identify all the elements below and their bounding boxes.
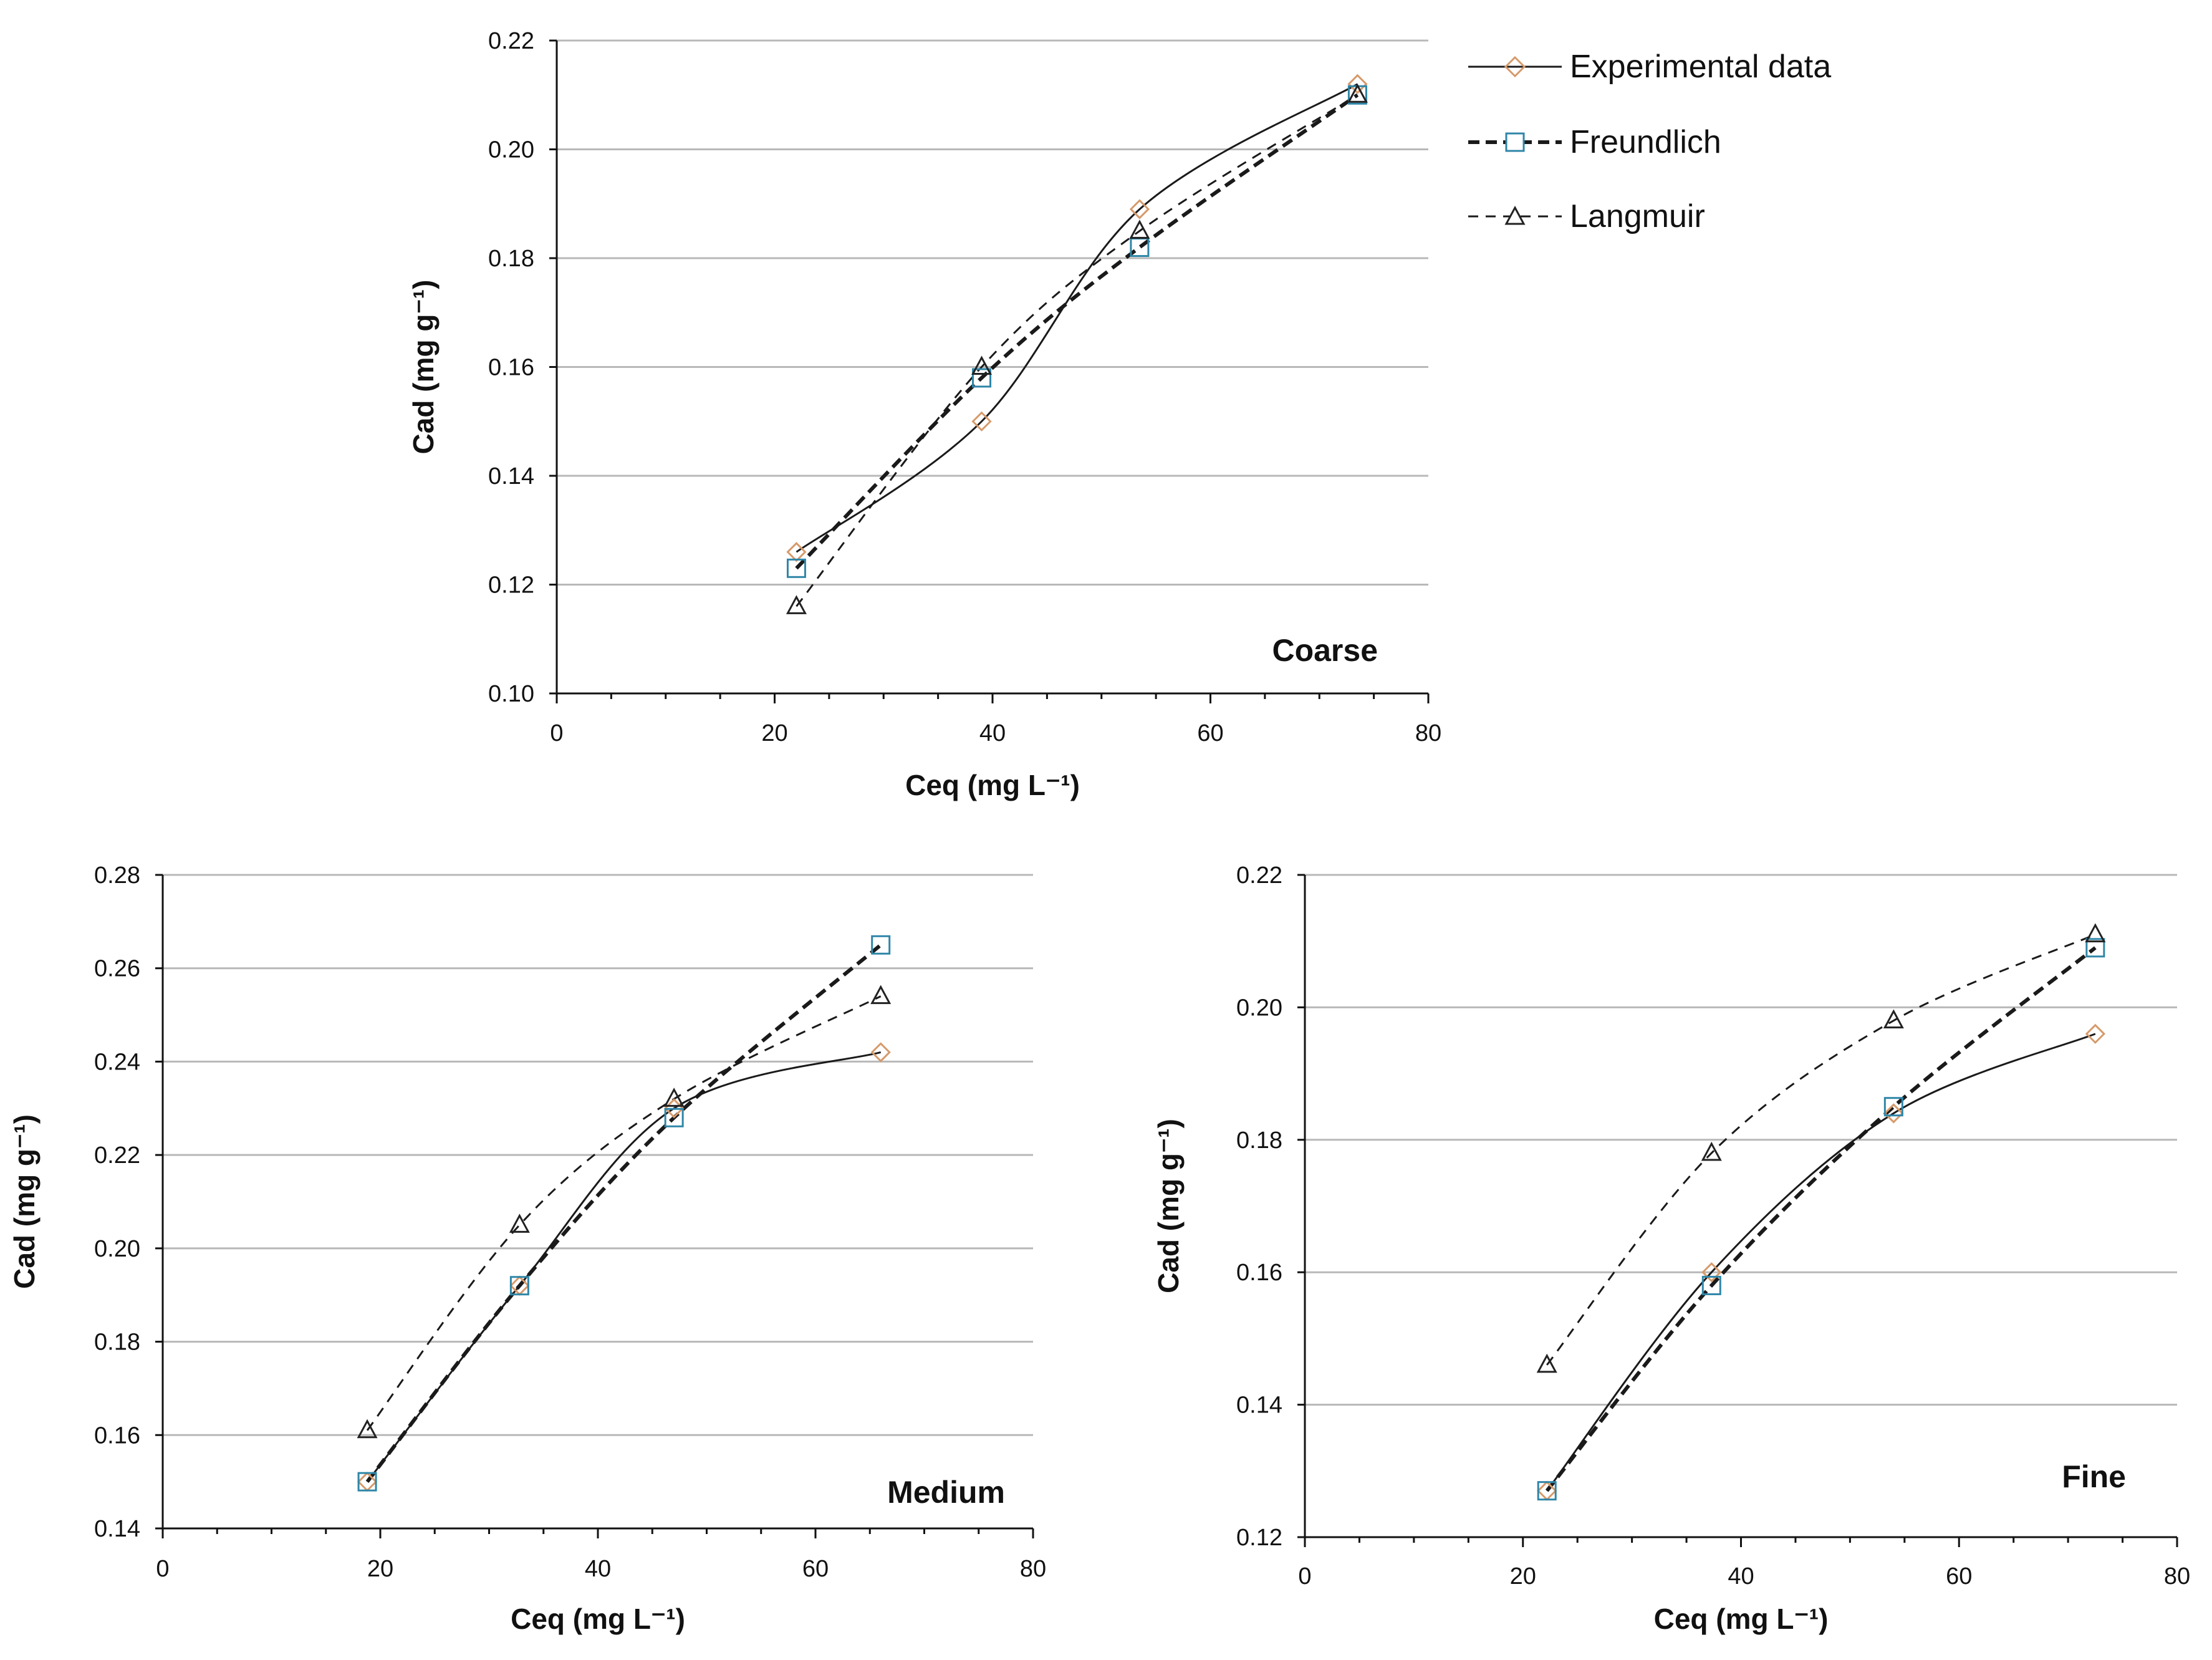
coarse-x-tick-label: 60: [1197, 720, 1223, 746]
fine-langmuir-point: [1883, 1009, 1904, 1029]
medium-x-tick-label: 60: [802, 1556, 829, 1582]
legend-experimental-diamond-marker: [1504, 55, 1526, 78]
medium-langmuir-point: [357, 1419, 378, 1439]
medium-x-tick-label: 80: [1020, 1556, 1046, 1582]
fine-x-axis-label: Ceq (mg L⁻¹): [1654, 1603, 1829, 1635]
fine-langmuir-point: [1701, 1141, 1722, 1161]
medium-freundlich-point: [871, 935, 891, 955]
fine-x-tick-label: 0: [1298, 1563, 1311, 1590]
coarse-y-axis-label: Cad (mg g⁻¹): [407, 280, 440, 455]
coarse-experimental-point: [786, 542, 807, 562]
medium-langmuir-point: [663, 1088, 685, 1107]
medium-y-tick-label: 0.20: [94, 1236, 140, 1262]
medium-y-tick-label: 0.26: [94, 956, 140, 982]
coarse-langmuir-point: [786, 595, 807, 614]
fine-experimental-point: [1883, 1103, 1904, 1124]
medium-freundlich-line: [365, 943, 882, 1483]
fine-freundlich-point: [1537, 1481, 1557, 1501]
legend-freundlich-square-marker: [1505, 132, 1525, 152]
coarse-langmuir-point: [1347, 84, 1368, 103]
fine-y-tick-label: 0.12: [1236, 1525, 1282, 1551]
legend-item-freundlich: Freundlich: [1468, 124, 1721, 160]
medium-x-tick-label: 40: [585, 1556, 611, 1582]
coarse-x-axis-label: Ceq (mg L⁻¹): [905, 769, 1080, 801]
fine-langmuir-point: [2085, 923, 2106, 943]
fine-y-tick-label: 0.22: [1236, 862, 1282, 889]
fine-y-tick-label: 0.18: [1236, 1127, 1282, 1154]
coarse-langmuir-line: [796, 94, 1358, 607]
coarse-experimental-point: [971, 411, 992, 432]
coarse-y-tick-label: 0.18: [488, 246, 534, 272]
legend-label-experimental: Experimental data: [1570, 49, 1831, 85]
medium-y-tick-label: 0.24: [94, 1049, 140, 1075]
medium-panel-label: Medium: [887, 1475, 1005, 1510]
fine-experimental-point: [2085, 1023, 2105, 1045]
legend-item-langmuir: Langmuir: [1468, 198, 1705, 234]
fine-y-tick-label: 0.14: [1236, 1392, 1282, 1419]
coarse-y-tick-label: 0.12: [488, 572, 534, 599]
coarse-experimental-point: [1347, 74, 1368, 94]
medium-y-tick-label: 0.18: [94, 1329, 140, 1356]
fine-panel-label: Fine: [2062, 1459, 2126, 1494]
medium-y-tick-label: 0.22: [94, 1142, 140, 1169]
medium-y-tick-label: 0.16: [94, 1422, 140, 1449]
coarse-x-tick-label: 80: [1415, 720, 1441, 746]
chart-coarse: 0.10 0.12 0.14 0.16 0.18 0.20 0.22 0 20 40 60 80 Ceq…: [407, 28, 1441, 801]
coarse-exp-line: [796, 83, 1358, 553]
coarse-y-tick-label: 0.20: [488, 137, 534, 163]
legend-label-langmuir: Langmuir: [1570, 198, 1705, 234]
coarse-langmuir-point: [1129, 220, 1150, 239]
medium-freundlich-point: [509, 1276, 529, 1296]
coarse-y-tick-label: 0.16: [488, 355, 534, 381]
coarse-y-tick-label: 0.22: [488, 28, 534, 54]
coarse-x-tick-label: 40: [979, 720, 1006, 746]
chart-medium: 0.14 0.16 0.18 0.20 0.22 0.24 0.26 0.28 0 20 40 60 8…: [8, 862, 1046, 1635]
fine-experimental-point: [1701, 1262, 1722, 1283]
legend-label-freundlich: Freundlich: [1570, 124, 1721, 160]
coarse-y-tick-label: 0.14: [488, 463, 534, 490]
medium-freundlich-point: [664, 1107, 684, 1127]
medium-x-tick-label: 20: [367, 1556, 393, 1582]
medium-experimental-point: [870, 1042, 891, 1063]
legend-langmuir-triangle-marker: [1504, 205, 1526, 225]
medium-x-axis-label: Ceq (mg L⁻¹): [511, 1603, 685, 1635]
coarse-panel-label: Coarse: [1272, 633, 1378, 668]
medium-x-tick-label: 0: [156, 1556, 169, 1582]
coarse-experimental-point: [1129, 199, 1150, 220]
medium-y-axis-label: Cad (mg g⁻¹): [8, 1114, 41, 1289]
medium-langmuir-line: [366, 995, 882, 1431]
fine-y-axis-label: Cad (mg g⁻¹): [1152, 1119, 1185, 1293]
coarse-y-tick-label: 0.10: [488, 681, 534, 707]
medium-y-tick-label: 0.14: [94, 1516, 140, 1542]
medium-freundlich-point: [357, 1472, 377, 1492]
fine-exp-line: [1546, 1033, 2096, 1492]
coarse-freundlich-line: [795, 93, 1359, 570]
legend: Experimental data Freundlich Langmuir: [1468, 49, 1831, 234]
fine-freundlich-point: [1883, 1097, 1903, 1117]
fine-x-tick-label: 80: [2164, 1563, 2190, 1590]
fine-y-tick-label: 0.20: [1236, 995, 1282, 1021]
fine-x-tick-label: 40: [1728, 1563, 1754, 1590]
chart-fine: 0.12 0.14 0.16 0.18 0.20 0.22 0 20 40 60 80 Ceq (mg…: [1152, 862, 2190, 1635]
medium-exp-line: [366, 1051, 882, 1483]
fine-freundlich-line: [1545, 946, 2097, 1492]
fine-x-tick-label: 20: [1510, 1563, 1536, 1590]
medium-langmuir-point: [870, 985, 892, 1005]
medium-y-tick-label: 0.28: [94, 862, 140, 889]
medium-langmuir-point: [509, 1214, 530, 1233]
fine-x-tick-label: 60: [1946, 1563, 1972, 1590]
fine-y-tick-label: 0.16: [1236, 1260, 1282, 1286]
coarse-langmuir-point: [971, 355, 993, 375]
coarse-freundlich-point: [786, 558, 806, 578]
fine-langmuir-line: [1546, 934, 2096, 1366]
coarse-x-tick-label: 0: [550, 720, 563, 746]
coarse-freundlich-point: [972, 368, 992, 388]
fine-freundlich-point: [1701, 1275, 1721, 1295]
legend-item-experimental: Experimental data: [1468, 49, 1831, 85]
fine-langmuir-point: [1536, 1353, 1557, 1373]
fine-freundlich-point: [2085, 938, 2105, 958]
coarse-x-tick-label: 20: [761, 720, 787, 746]
